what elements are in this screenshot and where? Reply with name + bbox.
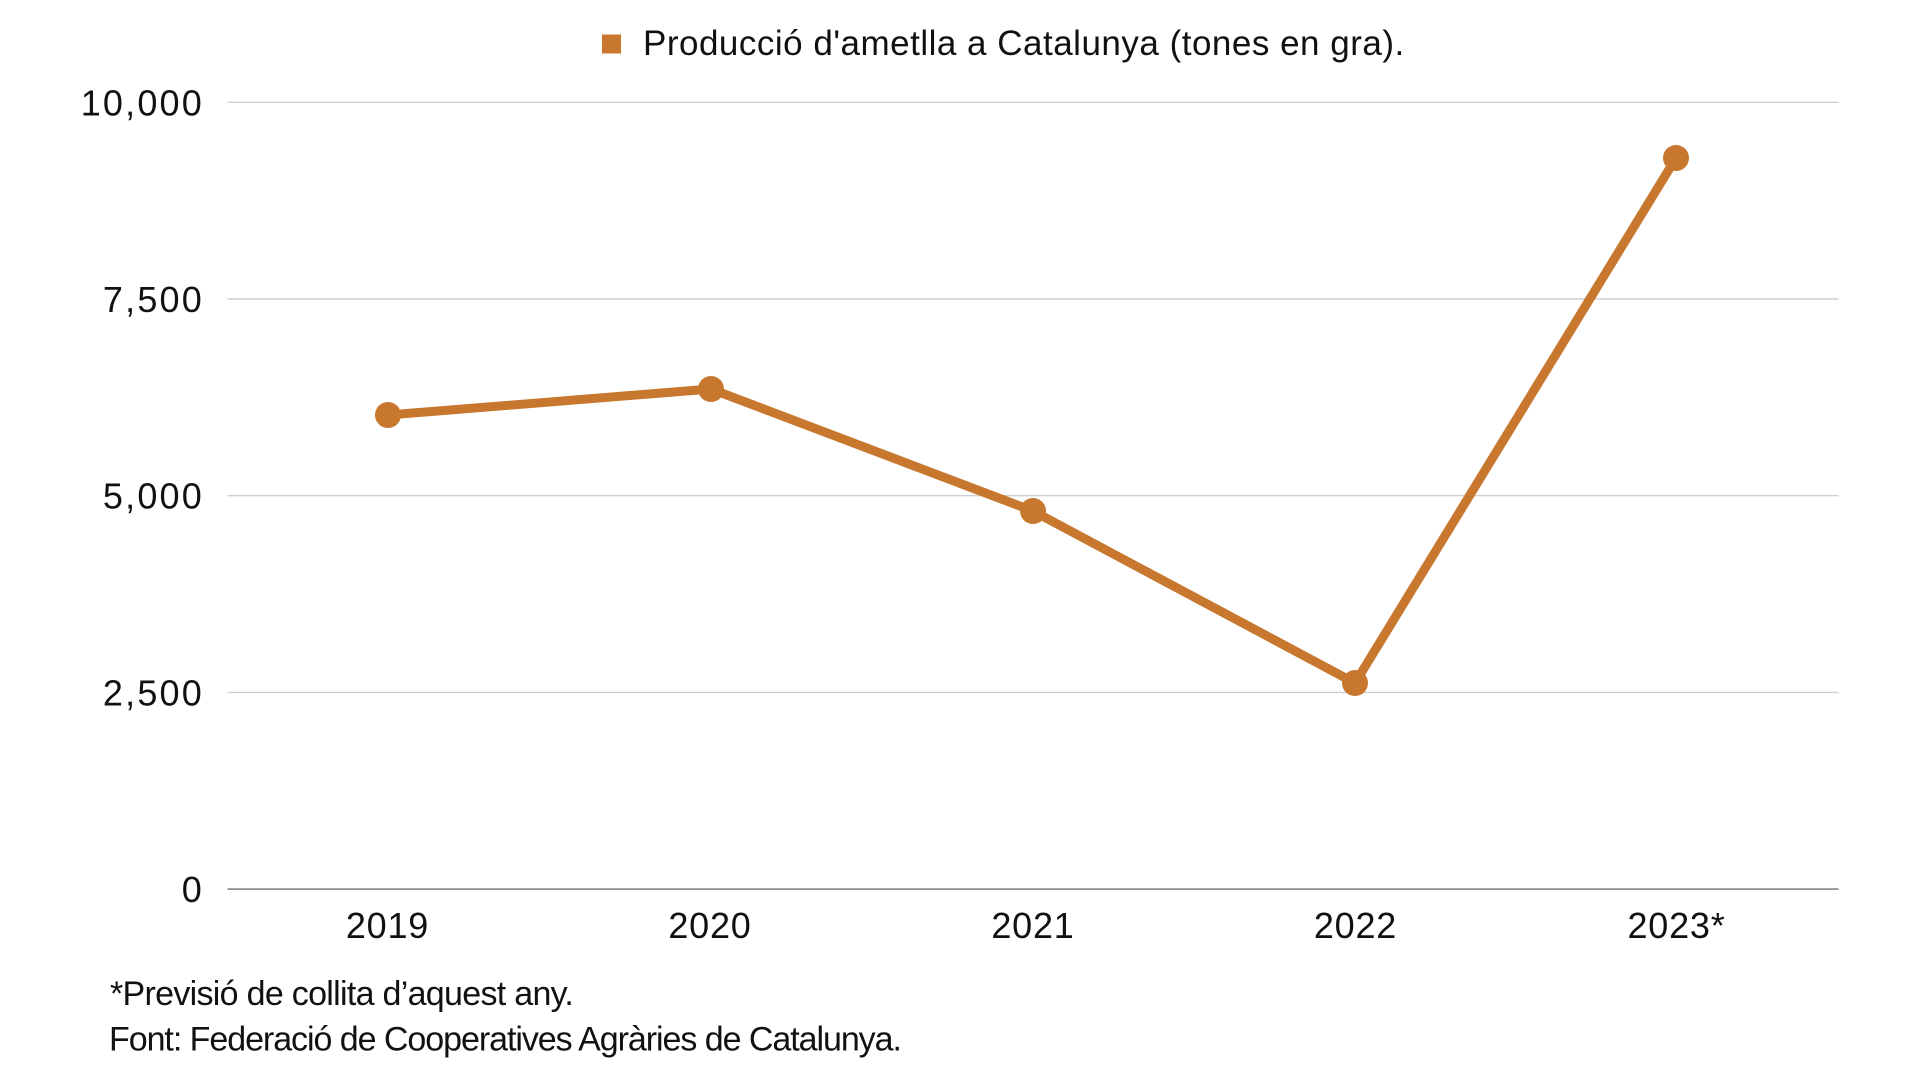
svg-text:*Previsió de collita d’aquest: *Previsió de collita d’aquest any. [110, 975, 573, 1013]
svg-text:5,000: 5,000 [103, 476, 204, 517]
svg-text:2021: 2021 [991, 905, 1074, 946]
svg-text:2,500: 2,500 [103, 672, 204, 713]
svg-text:0: 0 [182, 869, 204, 910]
svg-text:2023*: 2023* [1627, 905, 1725, 946]
svg-text:2019: 2019 [346, 905, 429, 946]
svg-text:2022: 2022 [1314, 905, 1397, 946]
svg-text:2020: 2020 [668, 905, 751, 946]
svg-text:Producció d'ametlla a Cataluny: Producció d'ametlla a Catalunya (tones e… [643, 24, 1405, 63]
svg-text:Font: Federació de Cooperative: Font: Federació de Cooperatives Agràries… [109, 1021, 901, 1059]
svg-text:10,000: 10,000 [81, 82, 204, 123]
svg-text:7,500: 7,500 [103, 279, 204, 320]
